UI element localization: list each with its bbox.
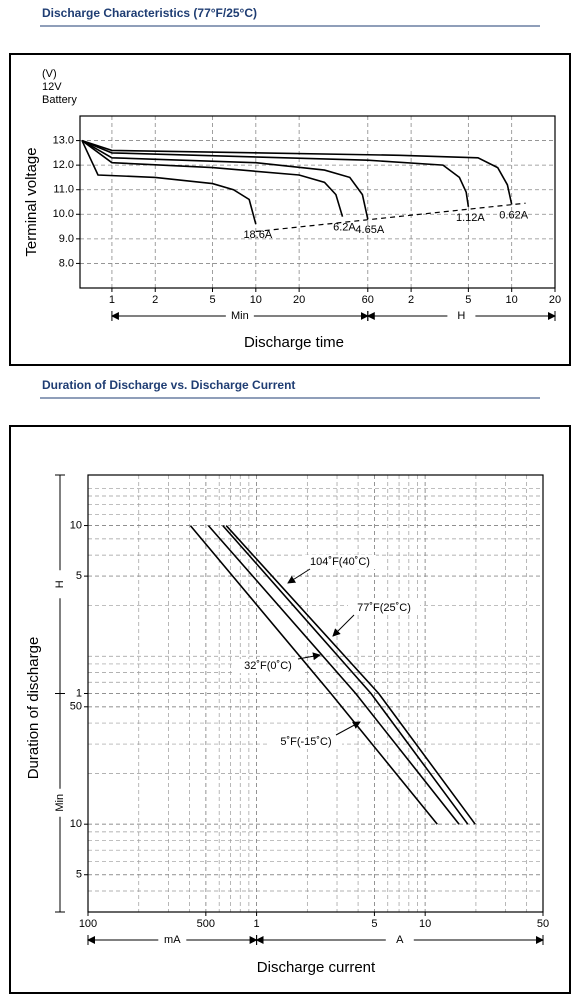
series-line [189,525,438,825]
range-label: H [54,580,66,588]
chart-frame [9,53,571,366]
y-axis-title: Duration of discharge [25,637,42,780]
x-tick-label: 60 [362,294,374,306]
series-line [225,525,476,825]
chart-frame [9,425,571,994]
x-tick-label: 10 [250,294,262,306]
y-tick-label: 5 [76,869,82,881]
x-axis-title: Discharge current [257,959,376,976]
y-unit: (V) [42,68,57,80]
section-title: Duration of Discharge vs. Discharge Curr… [42,378,295,392]
series-line [81,139,369,220]
label-bg [270,735,342,749]
range-label: Min [54,794,66,812]
label-bg [348,601,420,615]
y-tick-label: 10.0 [53,208,74,220]
series-label: 104˚F(40˚C) [310,556,370,568]
range-label-bg [53,570,67,599]
range-label-bg [225,309,254,323]
series-line [207,525,460,825]
label-bg [304,555,376,569]
x-tick-label: 1 [109,294,115,306]
series-label: 5˚F(-15˚C) [280,736,331,748]
x-tick-label: 20 [549,294,561,306]
series-line [255,202,526,233]
series-line [81,139,470,208]
x-tick-label: 10 [419,918,431,930]
series-label: 4.65A [355,224,384,236]
label-arrow [332,614,355,637]
label-arrow [335,721,361,736]
x-tick-label: 2 [152,294,158,306]
x-axis-title: Discharge time [244,334,344,351]
y-tick-label: 10 [70,519,82,531]
series-line [81,139,513,205]
series-label: 18.6A [243,229,272,241]
y-note: Battery [42,94,77,106]
y-tick-label: 5 [76,570,82,582]
y-tick-label: 10 [70,818,82,830]
x-tick-label: 5 [465,294,471,306]
y-axis-title: Terminal voltage [23,147,40,256]
range-label: H [457,310,465,322]
x-tick-label: 500 [197,918,215,930]
y-tick-label: 50 [70,701,82,713]
y-tick-label: 9.0 [59,233,74,245]
range-label-bg [385,933,414,947]
y-tick-label: 13.0 [53,134,74,146]
y-tick-label: 11.0 [53,184,74,196]
x-tick-label: 100 [79,918,97,930]
plot-area [87,474,544,913]
series-label: 1.12A [456,212,485,224]
range-label: Min [231,310,249,322]
series-label: 0.62A [499,209,528,221]
series-label: 77˚F(25˚C) [357,602,411,614]
series-label: 6.2A [333,222,356,234]
range-label-bg [447,309,476,323]
x-tick-label: 10 [506,294,518,306]
range-label-bg [53,788,67,817]
series-line [222,525,469,825]
range-label: mA [164,934,181,946]
x-tick-label: 1 [254,918,260,930]
x-tick-label: 5 [371,918,377,930]
section-title: Discharge Characteristics (77°F/25°C) [42,6,257,20]
x-tick-label: 50 [537,918,549,930]
x-tick-label: 5 [209,294,215,306]
y-tick-label: 8.0 [59,257,74,269]
label-bg [232,659,304,673]
x-tick-label: 2 [408,294,414,306]
label-arrow [287,568,311,584]
series-line [81,139,344,217]
y-note: 12V [42,81,62,93]
plot-area [79,115,556,289]
y-tick-label: 1 [76,687,82,699]
series-line [81,140,257,225]
range-label-bg [158,933,187,947]
range-label: A [396,934,404,946]
y-tick-label: 12.0 [53,159,74,171]
x-tick-label: 20 [293,294,305,306]
series-label: 32˚F(0˚C) [244,660,292,672]
